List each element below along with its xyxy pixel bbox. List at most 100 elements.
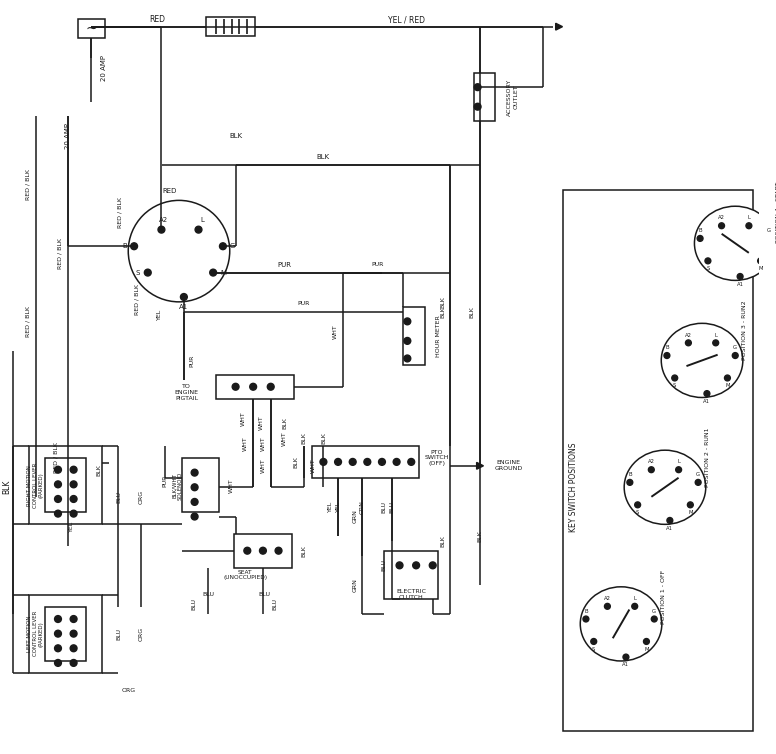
Circle shape — [474, 84, 481, 90]
Text: YEL: YEL — [69, 521, 74, 532]
Bar — [45, 607, 86, 661]
Text: RIGHT MOTION
CONTROL LEVER
(PARKED): RIGHT MOTION CONTROL LEVER (PARKED) — [27, 463, 43, 508]
Text: B: B — [628, 472, 632, 477]
Circle shape — [737, 274, 743, 280]
Circle shape — [408, 458, 414, 465]
Text: ORG: ORG — [121, 688, 135, 693]
Text: S: S — [706, 266, 709, 271]
Text: A1: A1 — [667, 526, 674, 531]
Text: HOUR METER: HOUR METER — [436, 315, 441, 357]
Text: G: G — [696, 472, 700, 477]
Text: S: S — [136, 270, 140, 275]
Text: BLU: BLU — [382, 501, 386, 513]
Text: B: B — [584, 608, 587, 614]
Circle shape — [220, 243, 227, 250]
Circle shape — [672, 375, 677, 381]
Text: B: B — [665, 345, 669, 350]
Text: A1: A1 — [703, 399, 711, 404]
Text: RED / BLK: RED / BLK — [134, 284, 140, 315]
Text: ORG: ORG — [138, 627, 144, 641]
Circle shape — [704, 391, 710, 397]
Circle shape — [267, 383, 274, 390]
Text: S: S — [636, 510, 639, 515]
Text: PUR: PUR — [298, 302, 310, 306]
Circle shape — [70, 630, 77, 637]
Text: BLU: BLU — [191, 599, 196, 611]
Text: M: M — [726, 383, 729, 388]
Text: RED: RED — [162, 188, 176, 194]
Text: BLU: BLU — [259, 592, 271, 597]
Text: WHT: WHT — [261, 436, 265, 451]
Text: S: S — [592, 647, 595, 651]
Text: GRN: GRN — [352, 510, 357, 523]
Text: 20 AMP: 20 AMP — [101, 54, 107, 81]
Text: WHT: WHT — [333, 323, 338, 339]
Text: KEY SWITCH POSITIONS: KEY SWITCH POSITIONS — [569, 443, 578, 532]
Ellipse shape — [695, 207, 776, 280]
Bar — [182, 458, 219, 512]
Circle shape — [713, 340, 719, 346]
Circle shape — [605, 603, 610, 609]
Text: YEL: YEL — [157, 309, 162, 320]
Circle shape — [54, 466, 61, 473]
Text: WHT: WHT — [282, 431, 287, 446]
Circle shape — [685, 340, 691, 346]
Text: L: L — [677, 459, 680, 464]
Circle shape — [244, 547, 251, 554]
Circle shape — [54, 660, 61, 667]
Circle shape — [54, 645, 61, 651]
Circle shape — [70, 645, 77, 651]
Text: M: M — [758, 266, 763, 271]
Text: BLK/WHT
SOLENOID: BLK/WHT SOLENOID — [171, 471, 182, 499]
Text: RED / BLK: RED / BLK — [57, 238, 62, 268]
Text: L: L — [714, 333, 717, 338]
Text: WHT: WHT — [258, 415, 264, 431]
Ellipse shape — [661, 323, 743, 397]
Circle shape — [191, 498, 198, 505]
Circle shape — [334, 458, 341, 465]
Circle shape — [320, 458, 327, 465]
Text: ~: ~ — [85, 22, 97, 35]
Text: TO
ENGINE
PIGTAIL: TO ENGINE PIGTAIL — [175, 385, 199, 401]
Text: GRN: GRN — [360, 500, 365, 513]
Text: A1: A1 — [622, 662, 629, 667]
Text: BLU: BLU — [272, 599, 277, 611]
Text: M: M — [220, 270, 226, 275]
Bar — [234, 534, 293, 569]
Text: L: L — [633, 596, 636, 601]
Text: WHT: WHT — [229, 478, 234, 492]
Circle shape — [705, 258, 711, 264]
Circle shape — [130, 243, 137, 250]
Circle shape — [70, 466, 77, 473]
Circle shape — [688, 502, 693, 507]
Text: G: G — [767, 228, 771, 233]
Circle shape — [583, 616, 589, 622]
Polygon shape — [476, 462, 483, 469]
Circle shape — [54, 495, 61, 502]
Text: PTO
SWITCH
(OFF): PTO SWITCH (OFF) — [424, 449, 449, 466]
Circle shape — [667, 517, 673, 523]
Circle shape — [70, 510, 77, 517]
Polygon shape — [556, 23, 563, 30]
Text: POSITION 1 - OFF: POSITION 1 - OFF — [661, 569, 667, 624]
Text: PUR: PUR — [189, 354, 194, 366]
Text: BLK: BLK — [229, 133, 242, 139]
Circle shape — [275, 547, 282, 554]
Circle shape — [195, 226, 202, 233]
Text: BLK: BLK — [301, 433, 307, 444]
Circle shape — [70, 481, 77, 488]
Circle shape — [746, 223, 752, 228]
Bar — [45, 458, 86, 512]
Circle shape — [364, 458, 371, 465]
Text: B: B — [122, 244, 126, 250]
Text: GRN: GRN — [352, 578, 357, 592]
Circle shape — [757, 258, 764, 264]
Circle shape — [733, 353, 738, 358]
Circle shape — [349, 458, 356, 465]
Ellipse shape — [624, 450, 705, 524]
Text: RED / BLK: RED / BLK — [118, 197, 123, 228]
Circle shape — [379, 458, 386, 465]
Circle shape — [259, 547, 266, 554]
Text: BLU: BLU — [116, 627, 121, 639]
Text: BLK: BLK — [317, 155, 330, 161]
